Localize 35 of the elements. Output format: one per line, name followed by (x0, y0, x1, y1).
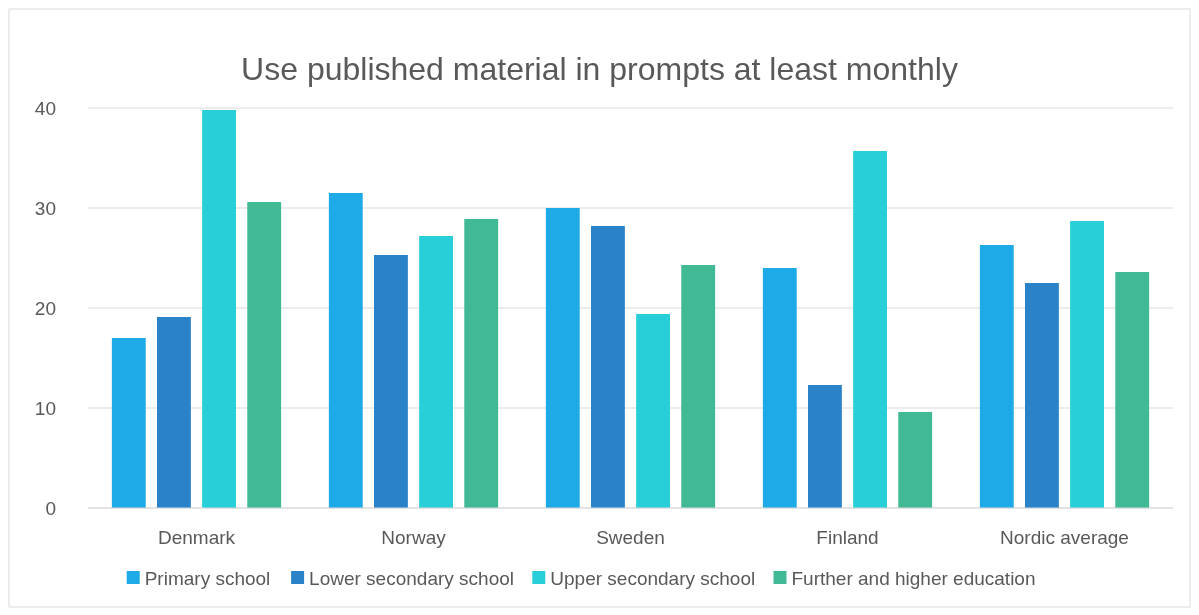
bar (328, 193, 363, 508)
bar (591, 226, 625, 508)
chart-title: Use published material in prompts at least monthly (241, 51, 958, 87)
bar (111, 338, 146, 508)
legend-label: Lower secondary school (309, 567, 514, 589)
legend-label: Primary school (144, 567, 271, 589)
bar (898, 412, 933, 508)
bar (374, 255, 408, 508)
x-tick-label: Norway (381, 527, 447, 548)
y-tick-label: 30 (34, 197, 56, 219)
bar (247, 202, 282, 508)
x-tick-label: Denmark (157, 527, 236, 548)
bar (636, 314, 670, 508)
bar (853, 151, 887, 508)
bar (681, 265, 716, 508)
legend-label: Upper secondary school (550, 567, 756, 589)
bar (979, 245, 1014, 508)
bar (808, 385, 842, 508)
y-tick-label: 10 (34, 397, 56, 419)
bar (1025, 283, 1059, 508)
bar (157, 317, 191, 508)
y-tick-label: 20 (34, 297, 56, 319)
y-tick-label: 0 (45, 497, 56, 519)
bar (1115, 272, 1150, 508)
legend-label: Further and higher education (791, 567, 1036, 589)
y-tick-label: 40 (34, 97, 56, 119)
x-tick-label: Finland (816, 527, 879, 548)
x-tick-label: Sweden (596, 527, 665, 548)
x-tick-label: Nordic average (1000, 527, 1129, 548)
bar (545, 208, 580, 508)
bar (419, 236, 453, 508)
bar (1070, 221, 1104, 508)
bar (202, 110, 236, 508)
bar (464, 219, 499, 508)
bar (762, 268, 797, 508)
